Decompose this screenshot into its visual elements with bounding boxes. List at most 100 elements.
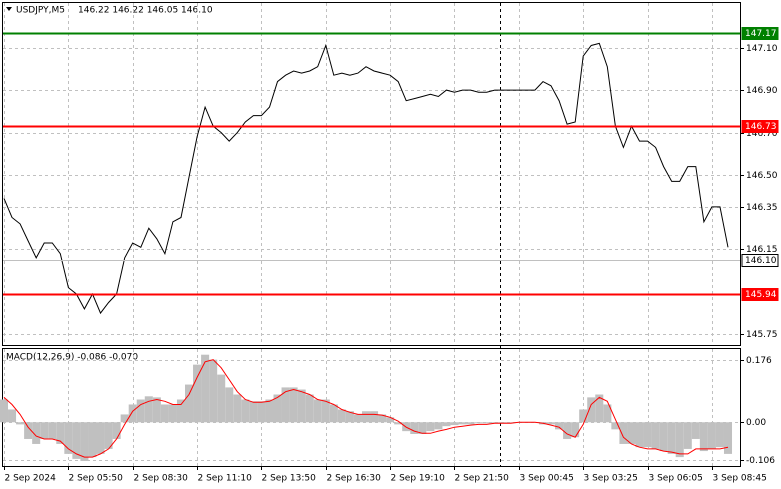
histogram-bar bbox=[56, 422, 65, 444]
histogram-bar bbox=[611, 422, 620, 430]
y-tick-label: 146.15 bbox=[746, 245, 778, 255]
y-tick-label: 146.90 bbox=[746, 86, 778, 96]
histogram-bar bbox=[707, 422, 716, 449]
histogram-bar bbox=[136, 399, 145, 423]
histogram-bar bbox=[96, 422, 105, 454]
histogram-bar bbox=[482, 422, 491, 424]
x-tick-label: 2 Sep 05:50 bbox=[69, 474, 124, 484]
macd-title: MACD(12,26,9) -0.086 -0.070 bbox=[6, 353, 138, 363]
histogram-bar bbox=[241, 399, 250, 423]
level-label: 146.10 bbox=[745, 256, 777, 266]
ohlc: 146.22 146.22 146.05 146.10 bbox=[78, 6, 213, 16]
menu-arrow bbox=[6, 7, 12, 11]
histogram-bar bbox=[40, 422, 49, 439]
histogram-bar bbox=[619, 422, 628, 444]
y-tick-label: 145.75 bbox=[746, 330, 778, 340]
histogram-bar bbox=[555, 422, 564, 430]
histogram-bar bbox=[160, 404, 169, 423]
histogram-bar bbox=[394, 422, 403, 425]
histogram-bar bbox=[627, 422, 636, 444]
y-tick-label: -0.106 bbox=[746, 456, 775, 466]
histogram-bar bbox=[370, 411, 379, 423]
histogram-bar bbox=[571, 422, 580, 438]
histogram-bar bbox=[450, 422, 459, 426]
histogram-bar bbox=[699, 422, 708, 452]
x-tick-label: 2 Sep 13:50 bbox=[262, 474, 317, 484]
histogram-bar bbox=[217, 374, 226, 423]
histogram-bar bbox=[168, 404, 177, 423]
histogram-bar bbox=[273, 394, 282, 423]
histogram-bar bbox=[466, 422, 475, 425]
histogram-bar bbox=[547, 422, 556, 425]
histogram-bar bbox=[587, 397, 596, 423]
histogram-bar bbox=[281, 387, 290, 423]
histogram-bar bbox=[434, 422, 443, 430]
histogram-bar bbox=[305, 394, 314, 423]
histogram-bar bbox=[104, 422, 113, 449]
histogram-bar bbox=[24, 422, 33, 439]
histogram-bar bbox=[185, 384, 194, 423]
symbol: USDJPY,M5 bbox=[16, 6, 65, 16]
histogram-bar bbox=[144, 396, 153, 423]
x-tick-label: 3 Sep 00:45 bbox=[520, 474, 574, 484]
price-panel bbox=[2, 2, 741, 346]
histogram-bar bbox=[675, 422, 684, 458]
histogram-bar bbox=[563, 422, 572, 439]
histogram-bar bbox=[353, 414, 362, 423]
histogram-bar bbox=[337, 409, 346, 423]
histogram-bar bbox=[233, 394, 242, 423]
histogram-bar bbox=[715, 422, 724, 448]
histogram-bar bbox=[458, 422, 467, 425]
x-tick-label: 2 Sep 2024 bbox=[5, 474, 57, 484]
histogram-bar bbox=[474, 422, 483, 424]
y-tick-label: 0.00 bbox=[746, 418, 766, 428]
x-tick-label: 2 Sep 21:50 bbox=[455, 474, 510, 484]
level-label-box bbox=[741, 27, 779, 40]
histogram-bar bbox=[249, 401, 258, 423]
x-tick-label: 3 Sep 08:45 bbox=[713, 474, 767, 484]
histogram-bar bbox=[209, 359, 218, 423]
x-tick-label: 2 Sep 19:10 bbox=[391, 474, 446, 484]
histogram-bar bbox=[152, 397, 161, 423]
histogram-bar bbox=[386, 417, 395, 423]
histogram-bar bbox=[345, 411, 354, 423]
histogram-bar bbox=[579, 409, 588, 423]
level-label-box bbox=[741, 288, 779, 301]
level-label-box bbox=[741, 254, 779, 267]
histogram-bar bbox=[120, 414, 129, 423]
histogram-bar bbox=[289, 387, 298, 423]
x-tick-label: 2 Sep 11:10 bbox=[198, 474, 253, 484]
histogram-bar bbox=[297, 389, 306, 423]
histogram-bar bbox=[265, 399, 274, 423]
histogram-bar bbox=[603, 404, 612, 423]
y-tick-label: 147.10 bbox=[746, 44, 778, 54]
histogram-bar bbox=[643, 422, 652, 448]
x-tick-label: 2 Sep 16:30 bbox=[327, 474, 382, 484]
histogram-bar bbox=[48, 422, 57, 439]
level-label: 146.73 bbox=[745, 122, 777, 132]
x-tick-label: 3 Sep 06:05 bbox=[649, 474, 703, 484]
histogram-bar bbox=[635, 422, 644, 448]
histogram-bar bbox=[329, 404, 338, 423]
histogram-bar bbox=[16, 422, 25, 425]
histogram-bar bbox=[193, 364, 202, 423]
histogram-bar bbox=[506, 422, 515, 423]
histogram-bar bbox=[112, 422, 121, 439]
signal-line bbox=[3, 359, 729, 458]
histogram-bar bbox=[595, 394, 604, 423]
histogram-bar bbox=[410, 422, 419, 434]
histogram-bar bbox=[490, 422, 499, 424]
y-tick-label: 146.35 bbox=[746, 203, 778, 213]
histogram-bar bbox=[723, 422, 733, 454]
histogram-bar bbox=[442, 422, 451, 427]
histogram-bar bbox=[225, 387, 234, 423]
y-tick-label: 146.70 bbox=[746, 129, 778, 139]
y-tick-label: 146.50 bbox=[746, 171, 778, 181]
histogram-bar bbox=[88, 422, 97, 458]
x-tick-label: 3 Sep 03:25 bbox=[584, 474, 638, 484]
histogram-bar bbox=[667, 422, 676, 454]
histogram-bar bbox=[498, 422, 507, 424]
level-label-box bbox=[741, 120, 779, 133]
histogram-bar bbox=[0, 399, 9, 423]
y-tick-label: 0.176 bbox=[746, 356, 772, 366]
